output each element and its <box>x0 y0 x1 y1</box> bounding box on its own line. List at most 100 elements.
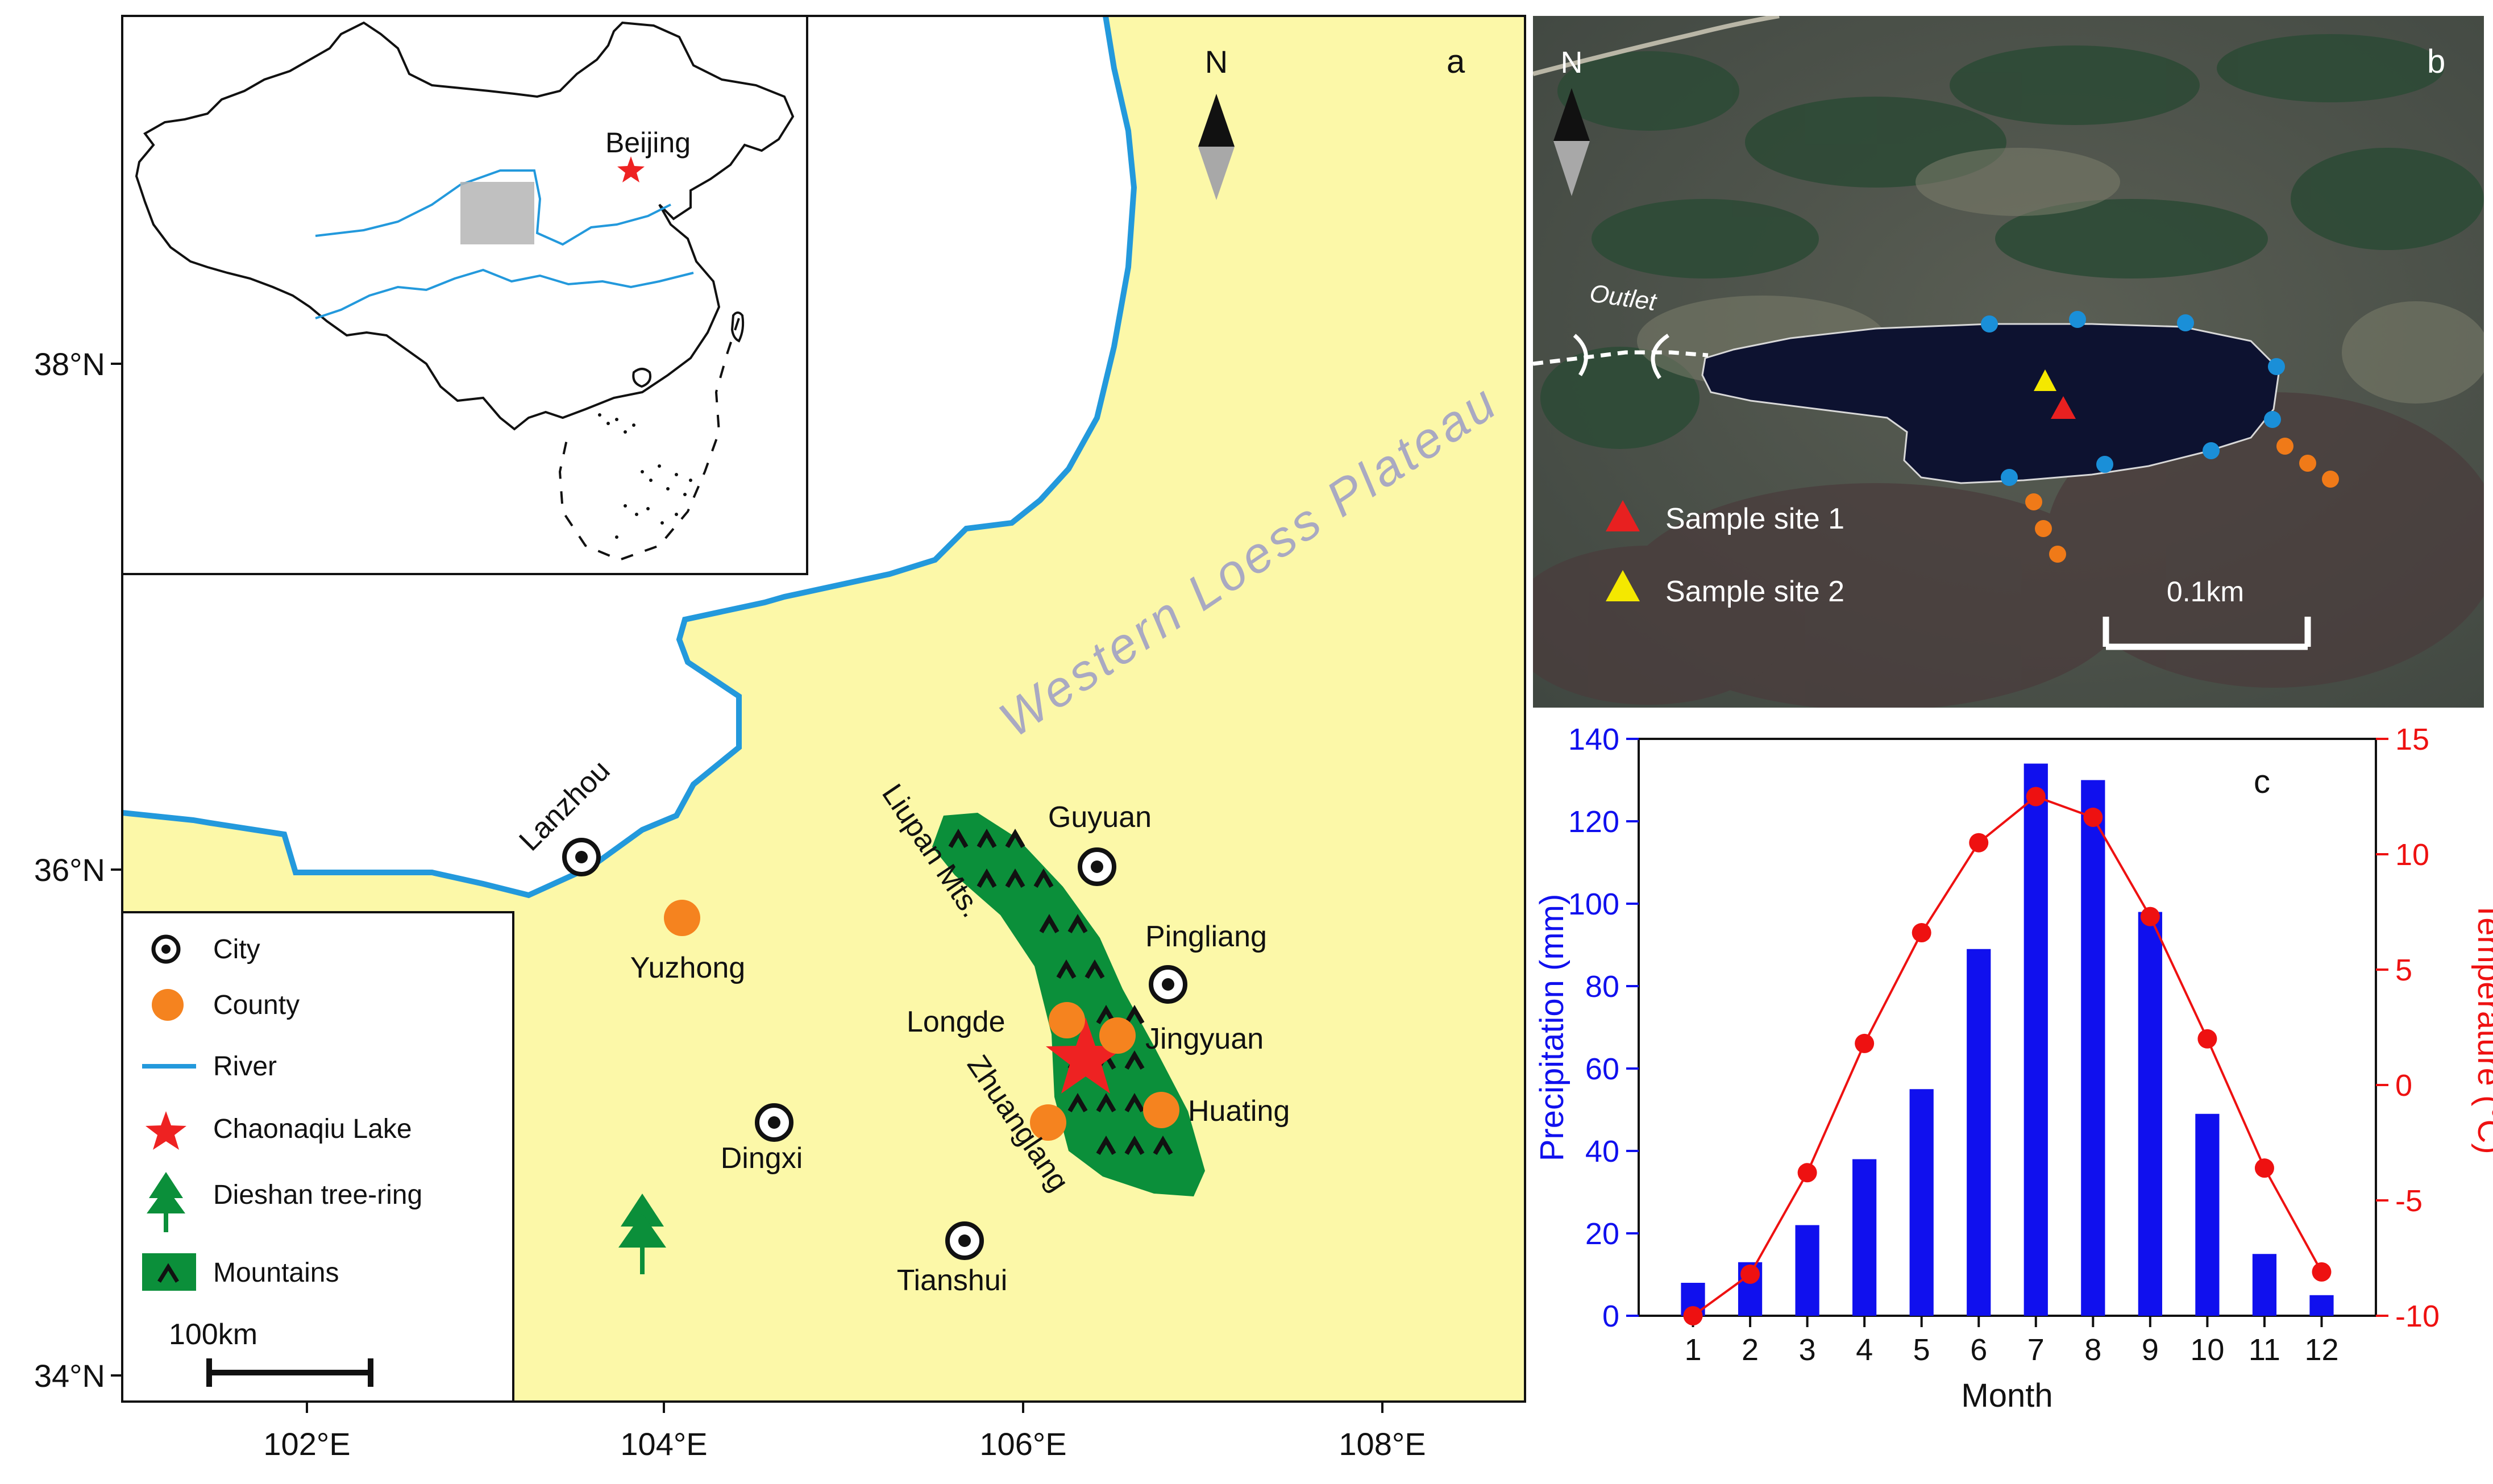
y-left-tick-label: 0 <box>1602 1299 1619 1333</box>
island-dot <box>624 430 627 434</box>
island-dot <box>632 423 635 427</box>
x-tick-label: 12 <box>2304 1333 2338 1367</box>
x-tick-label: 8 <box>2084 1333 2101 1367</box>
temperature-point <box>1683 1306 1703 1325</box>
stream-point <box>2299 455 2316 472</box>
mountain-icon <box>1124 1093 1145 1113</box>
vegetation-patch <box>2217 34 2444 102</box>
precipitation-bar <box>2138 912 2162 1316</box>
mountain-icon <box>1124 1005 1145 1025</box>
x-tick-label: 4 <box>1856 1333 1873 1367</box>
map-frame <box>121 15 1526 1403</box>
mountain-icon <box>1033 868 1054 888</box>
lon-tick-label: 104°E <box>620 1426 707 1462</box>
x-tick-label: 7 <box>2027 1333 2045 1367</box>
mountain-icon <box>1039 914 1059 934</box>
y-right-tick-label: 15 <box>2395 722 2429 756</box>
county-dot-icon <box>1143 1092 1179 1128</box>
x-axis-title: Month <box>1961 1377 2052 1414</box>
vegetation-patch <box>1557 51 1739 131</box>
temperature-point <box>2312 1262 2332 1282</box>
precipitation-bar <box>2024 763 2048 1316</box>
north-arrow-upper-icon <box>1198 94 1235 147</box>
precipitation-bar <box>1795 1225 1819 1316</box>
mountain-icon <box>1085 959 1105 979</box>
mountain-icon <box>1153 1136 1173 1155</box>
lon-tick-label: 106°E <box>979 1426 1066 1462</box>
brown-slopes <box>1533 392 2484 708</box>
panel-label-a: a <box>1447 43 1465 80</box>
island-dot <box>646 507 650 510</box>
shore-point <box>2264 411 2281 428</box>
mountain-icon <box>948 829 969 849</box>
precipitation-bar <box>2252 1254 2277 1316</box>
county-dot-icon <box>1030 1104 1066 1141</box>
temperature-point <box>2026 787 2046 807</box>
island-dot <box>615 418 618 421</box>
precipitation-bar <box>2309 1295 2334 1316</box>
stream-point <box>2035 520 2052 537</box>
county-label-huating: Huating <box>1188 1095 1290 1128</box>
y-right-tick-label: 10 <box>2395 838 2429 872</box>
mountain-icon <box>1005 868 1025 888</box>
vegetation-patch <box>1950 45 2200 125</box>
y-right-tick-label: -10 <box>2395 1299 2440 1333</box>
legend-label: Chaonaqiu Lake <box>213 1114 412 1144</box>
inset-yellow-river <box>315 169 671 246</box>
city-marker: Guyuan <box>1048 801 1152 886</box>
legend-label: Sample site 1 <box>1665 502 1844 535</box>
county-dot-icon <box>1049 1002 1085 1038</box>
city-marker: Tianshui <box>897 1221 1007 1297</box>
city-marker: Pingliang <box>1145 920 1267 1004</box>
island-dot <box>615 535 618 539</box>
county-label-longde: Longde <box>907 1005 1005 1038</box>
island-dot <box>675 473 678 476</box>
county-label-jingyuan: Jingyuan <box>1145 1022 1264 1055</box>
temperature-point <box>2197 1029 2217 1049</box>
dieshan-tree-icon <box>618 1194 666 1274</box>
y-left-tick-label: 40 <box>1585 1134 1619 1169</box>
temperature-point <box>1855 1033 1875 1053</box>
mountain-icon <box>1067 914 1088 934</box>
temperature-line <box>1692 795 2323 1317</box>
y-axis-right: -10 -5 0 5 10 15 <box>2376 722 2440 1333</box>
lat-tick-label: 38°N <box>34 346 105 382</box>
north-arrow-lower-icon <box>1198 147 1235 200</box>
taiwan-island <box>730 311 745 343</box>
tree-crown-icon <box>621 1194 664 1227</box>
mountain-icon <box>1056 959 1077 979</box>
shore-point <box>2001 469 2018 486</box>
yellow-river <box>122 15 1137 899</box>
mountain-icon <box>157 1263 179 1283</box>
x-tick-label: 3 <box>1799 1333 1816 1367</box>
panel-label-c: c <box>2254 763 2270 800</box>
map-legend: City County River Chaonaqiu Lake Dieshan… <box>121 911 514 1403</box>
y-axis-left: 0 20 40 60 80 100 120 140 <box>1568 722 1639 1333</box>
city-dot-icon <box>958 1234 971 1247</box>
chart-plot-area <box>1638 738 2377 1317</box>
temperature-point <box>2140 907 2160 926</box>
x-tick-label: 1 <box>1684 1333 1701 1367</box>
y-right-tick-label: 5 <box>2395 953 2412 987</box>
vegetation-patches <box>1540 34 2484 449</box>
vegetation-patch <box>1995 199 2268 278</box>
slope-patch <box>2046 392 2484 688</box>
scale-label-a: 100km <box>169 1318 257 1351</box>
stream-point <box>2049 546 2066 563</box>
mountain-icon <box>1096 1093 1116 1113</box>
island-dot <box>606 422 610 425</box>
tree-crown-icon <box>618 1213 666 1248</box>
city-label-pingliang: Pingliang <box>1145 920 1267 953</box>
panel-b-satellite: Outlet b <box>1533 16 2484 708</box>
temperature-point <box>1912 923 1931 943</box>
y-left-tick-label: 80 <box>1585 970 1619 1004</box>
temperature-point <box>1797 1163 1817 1183</box>
vegetation-patch <box>1592 199 1819 278</box>
temperature-series <box>1683 787 2332 1325</box>
island-dot <box>624 504 627 508</box>
outlet-dam-left <box>1573 334 1588 376</box>
vegetation-patch <box>2291 148 2484 250</box>
china-outline <box>135 21 795 431</box>
north-arrow-b: N <box>1553 45 1590 196</box>
